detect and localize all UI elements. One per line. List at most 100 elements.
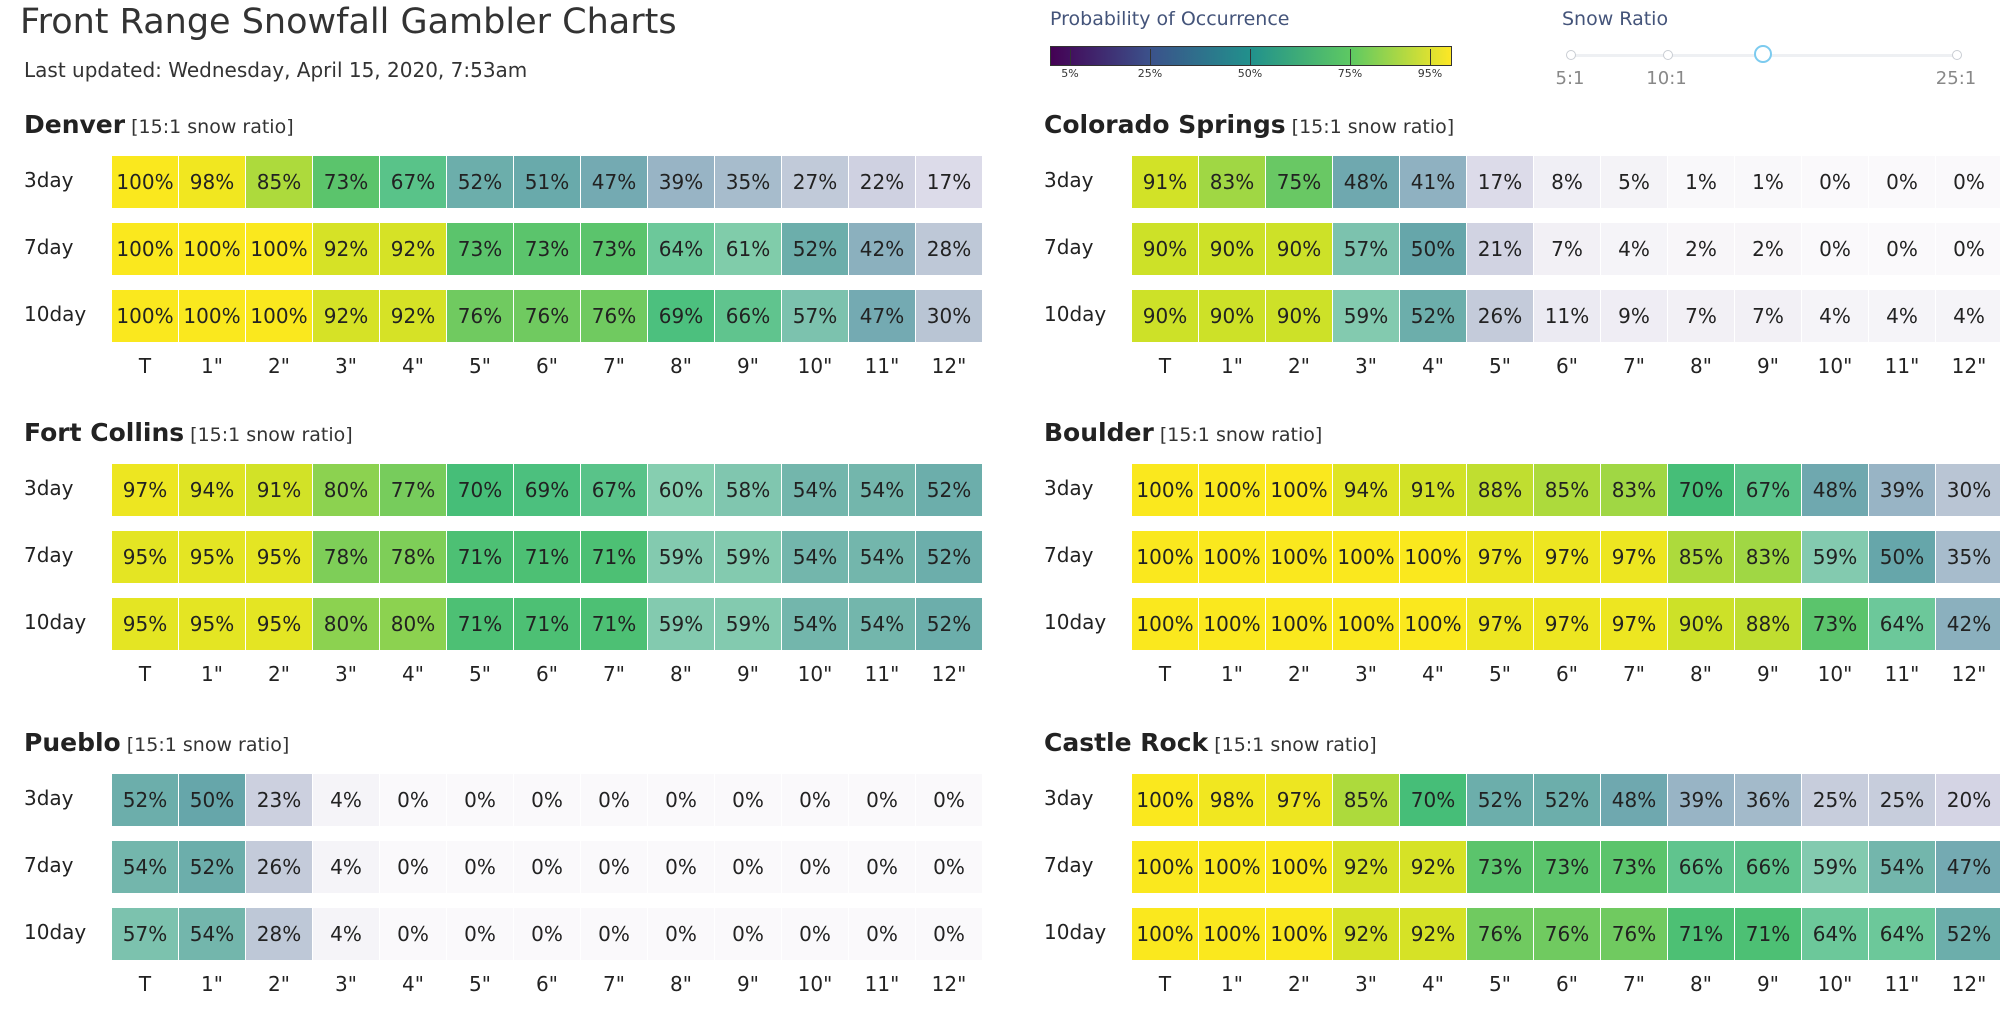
heatmap-cell[interactable]: 57% <box>1333 223 1399 275</box>
heatmap-cell[interactable]: 50% <box>1869 531 1935 583</box>
heatmap-cell[interactable]: 95% <box>179 598 245 650</box>
snow-ratio-mark-dot[interactable] <box>1566 50 1576 60</box>
heatmap-cell[interactable]: 59% <box>715 531 781 583</box>
heatmap-cell[interactable]: 0% <box>648 841 714 893</box>
heatmap-cell[interactable]: 42% <box>1936 598 2000 650</box>
heatmap-cell[interactable]: 0% <box>782 908 848 960</box>
heatmap-cell[interactable]: 0% <box>1869 223 1935 275</box>
heatmap-cell[interactable]: 90% <box>1132 290 1198 342</box>
heatmap-cell[interactable]: 59% <box>1802 841 1868 893</box>
heatmap-cell[interactable]: 100% <box>1132 598 1198 650</box>
heatmap-cell[interactable]: 83% <box>1601 464 1667 516</box>
heatmap-cell[interactable]: 22% <box>849 156 915 208</box>
heatmap-cell[interactable]: 59% <box>648 598 714 650</box>
heatmap-cell[interactable]: 100% <box>1132 841 1198 893</box>
heatmap-cell[interactable]: 66% <box>715 290 781 342</box>
heatmap-cell[interactable]: 67% <box>380 156 446 208</box>
heatmap-cell[interactable]: 60% <box>648 464 714 516</box>
heatmap-cell[interactable]: 0% <box>1936 156 2000 208</box>
heatmap-cell[interactable]: 100% <box>1266 908 1332 960</box>
heatmap-cell[interactable]: 100% <box>1333 598 1399 650</box>
heatmap-cell[interactable]: 0% <box>916 841 982 893</box>
heatmap-cell[interactable]: 100% <box>1400 531 1466 583</box>
heatmap-cell[interactable]: 67% <box>581 464 647 516</box>
heatmap-cell[interactable]: 0% <box>380 908 446 960</box>
heatmap-cell[interactable]: 92% <box>1333 841 1399 893</box>
heatmap-cell[interactable]: 71% <box>514 598 580 650</box>
heatmap-cell[interactable]: 52% <box>1400 290 1466 342</box>
heatmap-cell[interactable]: 52% <box>1467 774 1533 826</box>
heatmap-cell[interactable]: 73% <box>447 223 513 275</box>
heatmap-cell[interactable]: 20% <box>1936 774 2000 826</box>
heatmap-cell[interactable]: 100% <box>1132 774 1198 826</box>
heatmap-cell[interactable]: 30% <box>916 290 982 342</box>
heatmap-cell[interactable]: 8% <box>1534 156 1600 208</box>
heatmap-cell[interactable]: 71% <box>447 531 513 583</box>
heatmap-cell[interactable]: 0% <box>514 908 580 960</box>
heatmap-cell[interactable]: 0% <box>380 774 446 826</box>
heatmap-cell[interactable]: 0% <box>715 908 781 960</box>
heatmap-cell[interactable]: 0% <box>849 841 915 893</box>
heatmap-cell[interactable]: 71% <box>1735 908 1801 960</box>
heatmap-cell[interactable]: 54% <box>782 464 848 516</box>
heatmap-cell[interactable]: 90% <box>1199 223 1265 275</box>
heatmap-cell[interactable]: 100% <box>112 223 178 275</box>
heatmap-cell[interactable]: 42% <box>849 223 915 275</box>
heatmap-cell[interactable]: 95% <box>112 531 178 583</box>
snow-ratio-slider-handle[interactable] <box>1754 45 1772 63</box>
heatmap-cell[interactable]: 48% <box>1333 156 1399 208</box>
heatmap-cell[interactable]: 90% <box>1199 290 1265 342</box>
heatmap-cell[interactable]: 48% <box>1601 774 1667 826</box>
heatmap-cell[interactable]: 0% <box>1936 223 2000 275</box>
heatmap-cell[interactable]: 52% <box>916 598 982 650</box>
heatmap-cell[interactable]: 91% <box>1132 156 1198 208</box>
heatmap-cell[interactable]: 100% <box>1266 531 1332 583</box>
heatmap-cell[interactable]: 92% <box>313 290 379 342</box>
heatmap-cell[interactable]: 4% <box>313 841 379 893</box>
snow-ratio-mark-dot[interactable] <box>1952 50 1962 60</box>
heatmap-cell[interactable]: 7% <box>1668 290 1734 342</box>
heatmap-cell[interactable]: 0% <box>782 774 848 826</box>
heatmap-cell[interactable]: 1% <box>1668 156 1734 208</box>
heatmap-cell[interactable]: 39% <box>648 156 714 208</box>
heatmap-cell[interactable]: 26% <box>1467 290 1533 342</box>
heatmap-cell[interactable]: 0% <box>648 774 714 826</box>
heatmap-cell[interactable]: 59% <box>1333 290 1399 342</box>
heatmap-cell[interactable]: 69% <box>648 290 714 342</box>
heatmap-cell[interactable]: 100% <box>1132 464 1198 516</box>
heatmap-cell[interactable]: 78% <box>380 531 446 583</box>
heatmap-cell[interactable]: 97% <box>1601 598 1667 650</box>
heatmap-cell[interactable]: 35% <box>715 156 781 208</box>
heatmap-cell[interactable]: 69% <box>514 464 580 516</box>
heatmap-cell[interactable]: 28% <box>916 223 982 275</box>
heatmap-cell[interactable]: 17% <box>1467 156 1533 208</box>
heatmap-cell[interactable]: 47% <box>1936 841 2000 893</box>
heatmap-cell[interactable]: 100% <box>112 156 178 208</box>
heatmap-cell[interactable]: 52% <box>916 464 982 516</box>
heatmap-cell[interactable]: 76% <box>447 290 513 342</box>
heatmap-cell[interactable]: 100% <box>179 223 245 275</box>
heatmap-cell[interactable]: 100% <box>1199 841 1265 893</box>
heatmap-cell[interactable]: 17% <box>916 156 982 208</box>
heatmap-cell[interactable]: 0% <box>916 908 982 960</box>
heatmap-cell[interactable]: 4% <box>1601 223 1667 275</box>
heatmap-cell[interactable]: 0% <box>514 774 580 826</box>
heatmap-cell[interactable]: 54% <box>782 531 848 583</box>
heatmap-cell[interactable]: 100% <box>1400 598 1466 650</box>
heatmap-cell[interactable]: 73% <box>514 223 580 275</box>
heatmap-cell[interactable]: 39% <box>1869 464 1935 516</box>
heatmap-cell[interactable]: 80% <box>380 598 446 650</box>
heatmap-cell[interactable]: 30% <box>1936 464 2000 516</box>
heatmap-cell[interactable]: 35% <box>1936 531 2000 583</box>
heatmap-cell[interactable]: 54% <box>849 464 915 516</box>
heatmap-cell[interactable]: 51% <box>514 156 580 208</box>
heatmap-cell[interactable]: 100% <box>1132 908 1198 960</box>
heatmap-cell[interactable]: 83% <box>1199 156 1265 208</box>
heatmap-cell[interactable]: 85% <box>246 156 312 208</box>
heatmap-cell[interactable]: 73% <box>1534 841 1600 893</box>
heatmap-cell[interactable]: 71% <box>581 531 647 583</box>
heatmap-cell[interactable]: 97% <box>112 464 178 516</box>
heatmap-cell[interactable]: 78% <box>313 531 379 583</box>
heatmap-cell[interactable]: 100% <box>246 223 312 275</box>
heatmap-cell[interactable]: 92% <box>1400 908 1466 960</box>
